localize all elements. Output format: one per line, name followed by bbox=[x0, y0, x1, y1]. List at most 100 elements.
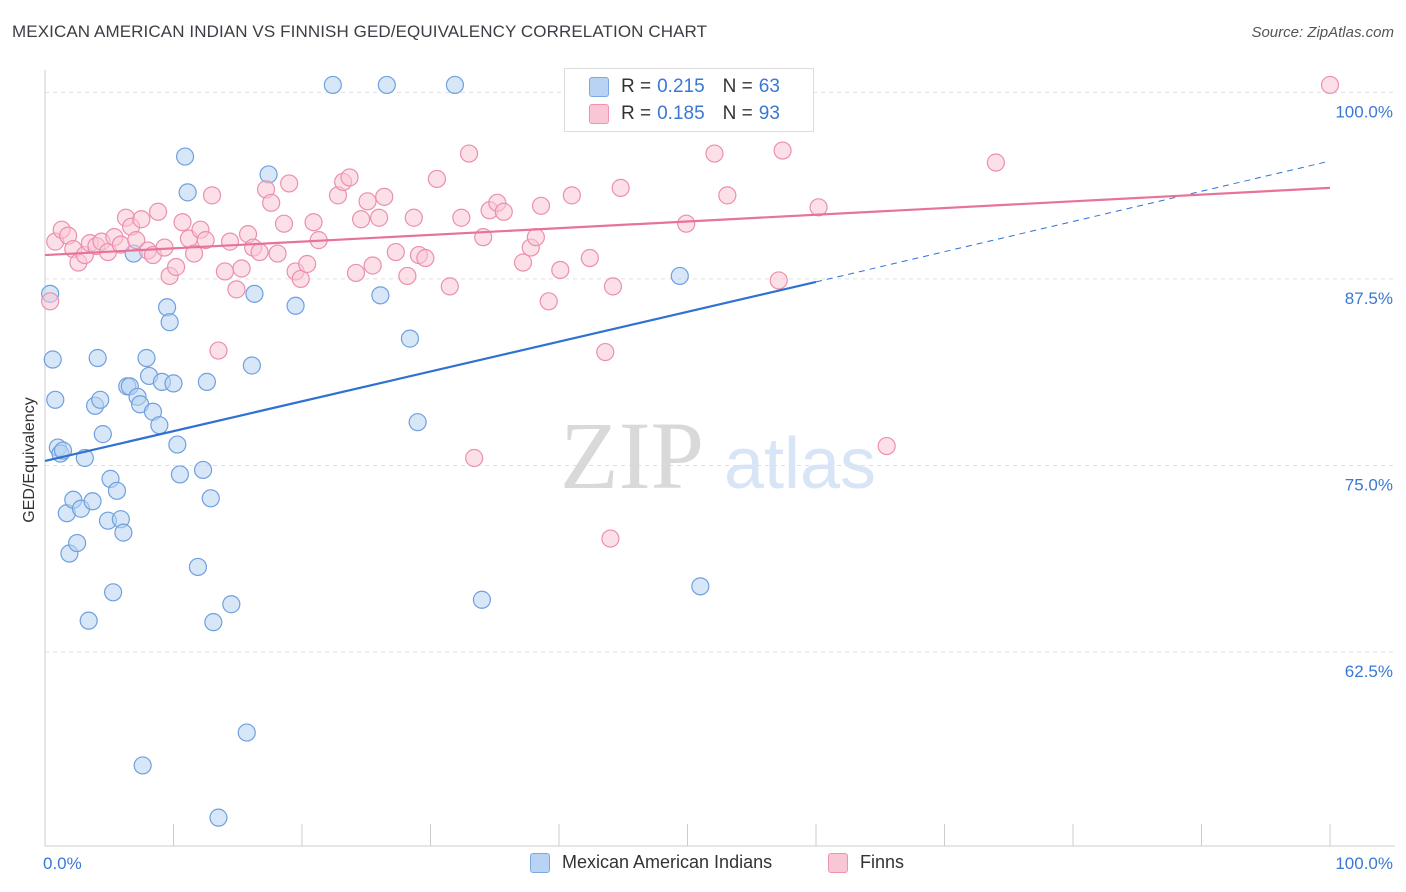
data-point-blue bbox=[445, 75, 465, 95]
data-point-pink bbox=[274, 214, 294, 233]
data-point-blue bbox=[178, 183, 197, 202]
data-point-blue bbox=[160, 313, 179, 332]
data-point-pink bbox=[215, 262, 234, 281]
data-point-blue bbox=[83, 492, 102, 511]
pink-swatch bbox=[589, 104, 609, 124]
data-point-pink bbox=[459, 144, 479, 163]
r-label: R = bbox=[621, 76, 652, 97]
data-point-pink bbox=[196, 231, 215, 250]
data-point-pink bbox=[427, 169, 447, 189]
data-point-pink bbox=[173, 213, 192, 232]
data-point-pink bbox=[363, 256, 382, 275]
n-label: N = bbox=[722, 76, 753, 97]
data-point-blue bbox=[691, 577, 710, 596]
legend-row-blue: R = 0.215 N = 63 bbox=[589, 75, 780, 99]
legend-label: Finns bbox=[860, 852, 905, 872]
legend-label: Mexican American Indians bbox=[562, 852, 773, 872]
data-point-blue bbox=[259, 165, 278, 184]
data-point-blue bbox=[88, 348, 107, 368]
data-point-blue bbox=[104, 583, 123, 602]
tick-labels: 62.5% 75.0% 87.5% 100.0% 0.0% 100.0% bbox=[43, 102, 1393, 873]
data-point-pink bbox=[416, 248, 435, 268]
data-point-blue bbox=[93, 425, 112, 444]
trend-line-pink bbox=[44, 186, 1331, 257]
data-point-pink bbox=[494, 202, 513, 221]
data-point-pink bbox=[603, 277, 623, 296]
data-point-blue bbox=[188, 557, 208, 577]
data-point-pink bbox=[596, 342, 615, 362]
data-point-blue bbox=[150, 416, 169, 435]
data-point-pink bbox=[526, 228, 545, 247]
watermark-zip: ZIP bbox=[560, 402, 704, 509]
data-point-pink bbox=[386, 242, 405, 262]
data-point-pink bbox=[232, 259, 251, 278]
trend-line-blue bbox=[44, 280, 817, 463]
data-point-blue bbox=[323, 75, 342, 95]
data-point-blue bbox=[164, 374, 183, 393]
data-point-pink bbox=[404, 208, 423, 227]
data-point-blue bbox=[408, 413, 427, 432]
legend-row-pink: R = 0.185 N = 93 bbox=[589, 102, 780, 126]
source-note: Source: ZipAtlas.com bbox=[1251, 24, 1394, 41]
data-point-pink bbox=[41, 292, 60, 311]
data-point-pink bbox=[340, 168, 359, 187]
legend-item-mexican-american-indians: Mexican American Indians bbox=[530, 852, 772, 873]
data-point-blue bbox=[193, 460, 213, 480]
data-point-blue bbox=[377, 75, 396, 95]
data-point-blue bbox=[222, 595, 241, 614]
trend-line-blue-extension bbox=[815, 160, 1331, 283]
data-point-pink bbox=[718, 186, 737, 205]
blue-swatch bbox=[530, 852, 550, 873]
data-point-pink bbox=[202, 186, 222, 205]
r-label: R = bbox=[621, 103, 652, 124]
n-label: N = bbox=[722, 103, 753, 124]
data-point-blue bbox=[237, 723, 256, 742]
data-point-pink bbox=[440, 277, 459, 296]
data-point-pink bbox=[769, 271, 788, 290]
data-point-blue bbox=[43, 350, 62, 369]
data-point-blue bbox=[371, 286, 390, 305]
data-point-pink bbox=[531, 196, 551, 215]
data-point-pink bbox=[227, 280, 246, 299]
legend-item-finns: Finns bbox=[828, 852, 904, 873]
data-point-pink bbox=[601, 529, 620, 548]
data-point-blue bbox=[157, 298, 177, 317]
data-point-pink bbox=[398, 266, 417, 286]
data-point-blue bbox=[175, 147, 195, 166]
blue-swatch bbox=[589, 77, 609, 97]
data-point-blue bbox=[170, 465, 190, 484]
pink-swatch bbox=[828, 852, 848, 873]
data-point-pink bbox=[262, 193, 281, 212]
y-tick-label: 100.0% bbox=[1335, 102, 1393, 121]
data-point-pink bbox=[352, 210, 371, 229]
trend-lines bbox=[44, 160, 1331, 463]
data-point-blue bbox=[245, 284, 264, 303]
data-point-blue bbox=[46, 390, 65, 409]
data-point-pink bbox=[465, 448, 484, 468]
data-point-pink bbox=[551, 260, 570, 280]
data-point-pink bbox=[370, 208, 389, 227]
data-point-pink bbox=[280, 174, 299, 193]
data-point-pink bbox=[452, 208, 471, 227]
r-value: 0.215 bbox=[657, 76, 705, 97]
data-point-blue bbox=[204, 613, 223, 632]
data-point-blue bbox=[68, 533, 87, 553]
data-point-pink bbox=[209, 341, 228, 360]
data-point-pink bbox=[1320, 75, 1340, 95]
y-tick-label: 75.0% bbox=[1345, 475, 1393, 494]
data-point-pink bbox=[250, 242, 269, 262]
data-point-pink bbox=[184, 244, 204, 263]
data-point-pink bbox=[132, 210, 151, 229]
y-tick-label: 87.5% bbox=[1345, 289, 1393, 308]
series-finns bbox=[41, 75, 1340, 548]
data-point-pink bbox=[358, 192, 377, 211]
data-point-pink bbox=[986, 153, 1006, 172]
data-point-pink bbox=[220, 232, 240, 251]
data-point-pink bbox=[539, 292, 558, 311]
data-point-pink bbox=[346, 263, 366, 283]
watermark-atlas: atlas bbox=[724, 424, 876, 504]
data-point-pink bbox=[268, 244, 287, 263]
y-tick-label: 62.5% bbox=[1345, 662, 1393, 681]
data-point-pink bbox=[580, 248, 599, 268]
